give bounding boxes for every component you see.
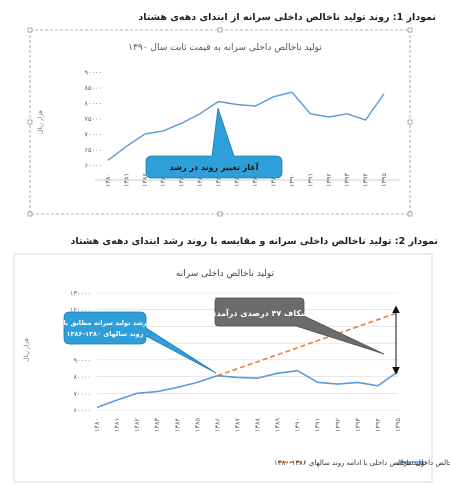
x-tick-label: ۱۳۸۵ xyxy=(193,417,201,431)
x-tick-label: ۱۳۹۵ xyxy=(380,172,388,186)
x-tick-label: ۱۳۹۰ xyxy=(294,418,302,432)
x-tick-label: ۱۳۸۱ xyxy=(113,418,121,432)
y-tick-label: ۸۰۰۰۰ xyxy=(74,373,91,381)
x-tick-label: ۱۳۸۲ xyxy=(133,417,141,431)
x-tick-label: ۱۳۹۱ xyxy=(306,173,314,187)
x-tick-label: ۱۳۹۱ xyxy=(314,418,322,432)
chart-2-actual-series-line xyxy=(96,369,399,409)
resize-handle[interactable] xyxy=(407,119,413,125)
x-tick-label: ۱۳۸۰ xyxy=(104,173,112,187)
x-tick-label: ۱۳۹۲ xyxy=(325,172,333,186)
resize-handle[interactable] xyxy=(217,27,223,33)
chart-2-callout-trend: رشد تولید سرانه مطابق با روند سالهای ۱۳۸۰… xyxy=(63,311,217,374)
x-tick-label: ۱۳۸۰ xyxy=(93,418,101,432)
resize-handle[interactable] xyxy=(407,27,413,33)
chart-2-callout-trend-text: رشد تولید سرانه مطابق با روند سالهای ۱۳۸۰… xyxy=(63,319,147,338)
x-tick-label: ۱۳۹۰ xyxy=(288,173,296,187)
x-tick-label: ۱۳۸۲ xyxy=(141,172,149,186)
x-tick-label: ۱۳۸۸ xyxy=(254,417,262,431)
x-tick-label: ۱۳۸۴ xyxy=(178,172,186,186)
x-tick-label: ۱۳۹۳ xyxy=(343,172,351,186)
y-tick-label: ۶۵۰۰۰ xyxy=(85,146,102,154)
resize-handle[interactable] xyxy=(217,211,223,217)
chart-1-series-line xyxy=(107,91,385,161)
resize-handle[interactable] xyxy=(407,211,413,217)
y-tick-label: ۱۲۰۰۰۰ xyxy=(70,306,91,314)
x-tick-label: ۱۳۹۴ xyxy=(362,172,370,186)
y-tick-label: ۱۳۰۰۰۰ xyxy=(70,290,91,298)
figure-2-caption: نمودار 2: تولید ناخالص داخلی سرانه و مقا… xyxy=(70,236,438,247)
chart-2-callout-gap-text: شکاف ۴۷ درصدی درآمدی xyxy=(209,308,309,318)
x-tick-label: ۱۳۸۶ xyxy=(214,173,222,187)
chart-2-legend: تولید ناخالص داخلی سرانه تولید ناخالص دا… xyxy=(274,459,450,467)
x-tick-label: ۱۳۹۲ xyxy=(334,417,342,431)
x-tick-label: ۱۳۸۸ xyxy=(251,172,259,186)
y-tick-label: ۶۰۰۰۰ xyxy=(74,407,91,415)
y-tick-label: ۹۰۰۰۰ xyxy=(74,356,91,364)
x-tick-label: ۱۳۸۷ xyxy=(233,172,241,186)
chart-1-callout-text: آغاز تغییر روند در رشد xyxy=(170,162,259,172)
x-tick-label: ۱۳۹۵ xyxy=(394,417,402,431)
gap-arrow-head-down xyxy=(392,367,400,375)
chart-2: تولید ناخالص داخلی سرانه هزار ریال ۶۰۰۰۰… xyxy=(13,253,450,483)
y-tick-label: ۷۰۰۰۰ xyxy=(85,131,102,139)
x-tick-label: ۱۳۸۹ xyxy=(270,172,278,186)
x-tick-label: ۱۳۸۱ xyxy=(122,173,130,187)
x-tick-label: ۱۳۹۳ xyxy=(354,417,362,431)
resize-handle[interactable] xyxy=(27,211,33,217)
chart-1-y-axis-label: هزار ریال xyxy=(37,110,44,134)
figure-1-caption: نمودار 1: روند تولید ناخالص داخلی سرانه … xyxy=(138,12,436,23)
y-tick-label: ۸۰۰۰۰ xyxy=(85,100,102,108)
x-tick-label: ۱۳۸۴ xyxy=(173,417,181,431)
x-tick-label: ۱۳۸۳ xyxy=(153,417,161,431)
chart-1-title: تولید ناخالص داخلی سرانه به قیمت ثابت سا… xyxy=(128,43,322,53)
x-tick-label: ۱۳۸۳ xyxy=(159,172,167,186)
chart-2-y-axis-label: هزار ریال xyxy=(23,338,30,362)
x-tick-label: ۱۳۹۴ xyxy=(374,417,382,431)
resize-handle[interactable] xyxy=(27,119,33,125)
x-tick-label: ۱۳۸۶ xyxy=(213,418,221,432)
legend-label-trend: تولید ناخالص داخلی با ادامه روند سالهای … xyxy=(274,459,426,467)
x-tick-label: ۱۳۸۷ xyxy=(233,417,241,431)
chart-1-callout: آغاز تغییر روند در رشد xyxy=(145,107,283,179)
y-tick-label: ۷۵۰۰۰ xyxy=(85,115,102,123)
chart-2-frame xyxy=(13,253,433,483)
chart-2-title: تولید ناخالص داخلی سرانه xyxy=(176,269,275,279)
chart-2-callout-gap: شکاف ۴۷ درصدی درآمدی xyxy=(209,297,385,355)
x-tick-label: ۱۳۸۹ xyxy=(274,417,282,431)
gap-arrow xyxy=(392,305,400,375)
resize-handle[interactable] xyxy=(27,27,33,33)
gap-arrow-head-up xyxy=(392,305,400,314)
y-tick-label: ۷۰۰۰۰ xyxy=(74,390,91,398)
y-tick-label: ۶۰۰۰۰ xyxy=(85,162,102,170)
x-tick-label: ۱۳۸۵ xyxy=(196,172,204,186)
y-tick-label: ۹۰۰۰۰ xyxy=(85,69,102,77)
legend-label-actual: تولید ناخالص داخلی سرانه xyxy=(396,459,450,467)
y-tick-label: ۸۵۰۰۰ xyxy=(85,84,102,92)
chart-1: تولید ناخالص داخلی سرانه به قیمت ثابت سا… xyxy=(27,27,413,217)
